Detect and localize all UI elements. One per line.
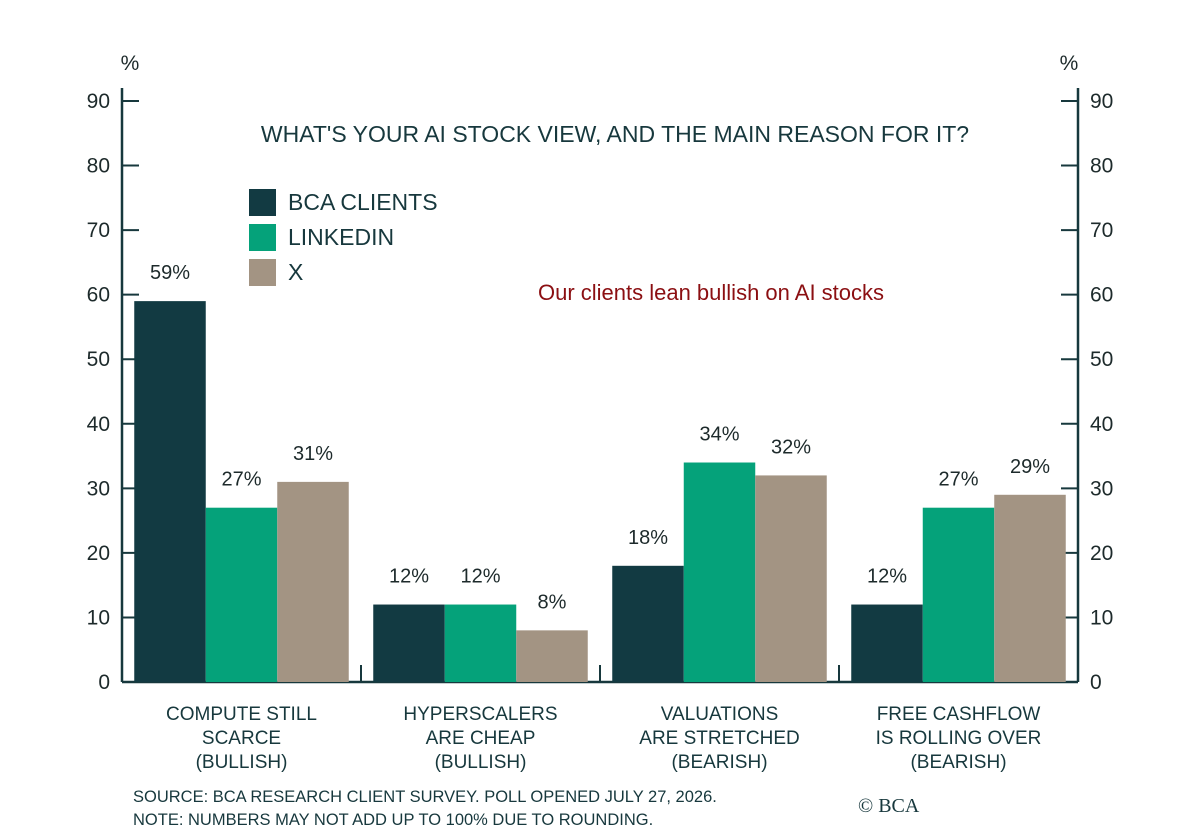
- category-label: ARE STRETCHED: [639, 728, 799, 749]
- category-label: VALUATIONS: [661, 704, 779, 725]
- data-label: 32%: [771, 436, 811, 458]
- bar-linkedin: [683, 462, 756, 682]
- category-label: (BEARISH): [671, 752, 767, 773]
- left-tick-label: 90: [87, 90, 110, 113]
- bar-x: [277, 481, 349, 682]
- category-labels: COMPUTE STILL SCARCE (BULLISH) HYPERSCALERS…: [166, 704, 1041, 773]
- left-tick-label: 10: [87, 606, 110, 629]
- legend-swatch-linkedin: [249, 224, 276, 251]
- chart-annotation: Our clients lean bullish on AI stocks: [538, 280, 884, 305]
- bar-bca-clients: [612, 565, 684, 682]
- right-tick-label: 30: [1090, 477, 1113, 500]
- data-label: 34%: [699, 424, 739, 446]
- category-label: ARE CHEAP: [426, 728, 536, 749]
- left-tick-label: 30: [87, 477, 110, 500]
- right-tick-label: 0: [1090, 671, 1102, 694]
- chart-title: WHAT'S YOUR AI STOCK VIEW, AND THE MAIN …: [261, 121, 969, 147]
- bar-x: [516, 630, 588, 682]
- category-label: FREE CASHFLOW: [877, 704, 1041, 725]
- category-label: (BULLISH): [196, 752, 288, 773]
- right-axis-unit: %: [1060, 52, 1079, 75]
- category-label: HYPERSCALERS: [403, 704, 557, 725]
- category-label: COMPUTE STILL: [166, 704, 317, 725]
- right-tick-label: 10: [1090, 606, 1113, 629]
- category-label: (BEARISH): [910, 752, 1006, 773]
- legend: BCA CLIENTS LINKEDIN X: [249, 189, 438, 286]
- right-tick-label: 60: [1090, 284, 1113, 307]
- data-labels: 59% 27% 31% 12% 12% 8% 18% 34% 32% 12% 27% 29%: [150, 262, 1050, 613]
- left-tick-label: 70: [87, 219, 110, 242]
- bar-x: [994, 494, 1066, 682]
- left-tick-label: 80: [87, 155, 110, 178]
- legend-swatch-x: [249, 259, 276, 286]
- copyright: © BCA: [858, 795, 920, 817]
- data-label: 59%: [150, 262, 190, 284]
- data-label: 27%: [221, 469, 261, 491]
- data-label: 8%: [538, 591, 567, 613]
- right-tick-label: 20: [1090, 542, 1113, 565]
- data-label: 12%: [389, 566, 429, 588]
- legend-label-linkedin: LINKEDIN: [288, 224, 394, 250]
- bar-bca-clients: [851, 604, 923, 682]
- bars: [134, 301, 1066, 682]
- data-label: 12%: [867, 566, 907, 588]
- left-tick-label: 50: [87, 348, 110, 371]
- rounding-note: NOTE: NUMBERS MAY NOT ADD UP TO 100% DUE…: [133, 811, 653, 829]
- category-label: SCARCE: [202, 728, 281, 749]
- left-tick-label: 20: [87, 542, 110, 565]
- left-tick-label: 0: [98, 671, 110, 694]
- right-tick-label: 40: [1090, 413, 1113, 436]
- right-tick-label: 80: [1090, 155, 1113, 178]
- source-note: SOURCE: BCA RESEARCH CLIENT SURVEY. POLL…: [133, 788, 717, 806]
- data-label: 12%: [460, 566, 500, 588]
- bar-bca-clients: [373, 604, 445, 682]
- data-label: 31%: [293, 443, 333, 465]
- bar-x: [755, 475, 827, 682]
- data-label: 27%: [938, 469, 978, 491]
- left-tick-label: 60: [87, 284, 110, 307]
- legend-swatch-bca-clients: [249, 189, 276, 216]
- bar-linkedin: [205, 507, 278, 682]
- left-tick-label: 40: [87, 413, 110, 436]
- left-axis-unit: %: [121, 52, 140, 75]
- legend-label-bca-clients: BCA CLIENTS: [288, 189, 438, 215]
- bar-bca-clients: [134, 301, 206, 682]
- bar-linkedin: [444, 604, 517, 682]
- right-tick-label: 70: [1090, 219, 1113, 242]
- data-label: 29%: [1010, 456, 1050, 478]
- category-label: (BULLISH): [435, 752, 527, 773]
- bar-linkedin: [922, 507, 995, 682]
- legend-label-x: X: [288, 259, 303, 285]
- data-label: 18%: [628, 527, 668, 549]
- right-tick-label: 50: [1090, 348, 1113, 371]
- right-tick-label: 90: [1090, 90, 1113, 113]
- category-label: IS ROLLING OVER: [876, 728, 1042, 749]
